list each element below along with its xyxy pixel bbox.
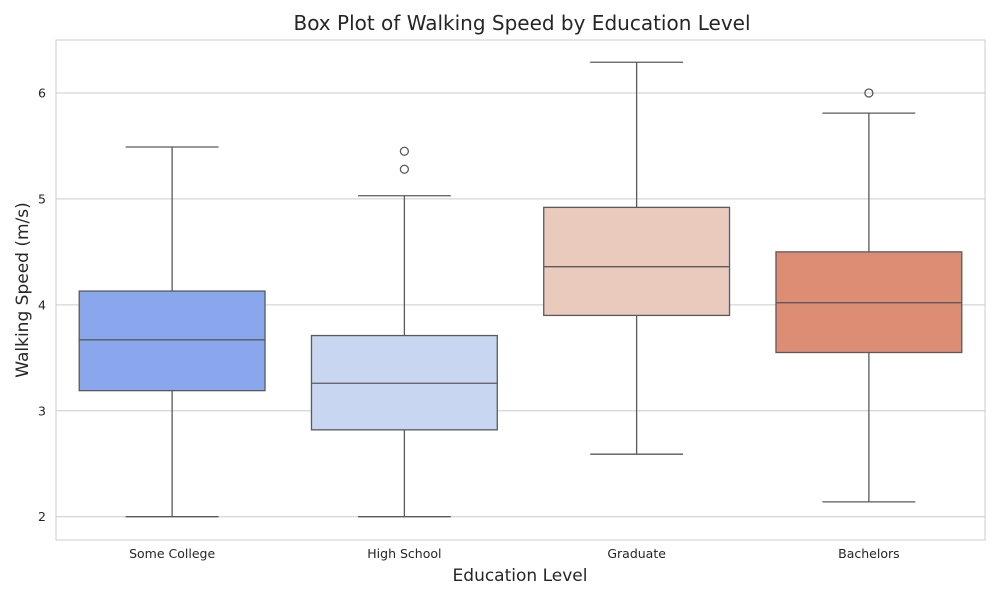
box-group xyxy=(310,146,498,518)
y-tick-label: 4 xyxy=(38,297,46,312)
iqr-box xyxy=(78,290,266,392)
y-tick-label: 2 xyxy=(38,509,46,524)
chart-title: Box Plot of Walking Speed by Education L… xyxy=(293,11,750,35)
y-tick-label: 6 xyxy=(38,85,46,100)
x-tick-label: Bachelors xyxy=(838,546,900,561)
plot-frame xyxy=(55,39,986,541)
y-tick-label: 5 xyxy=(38,191,46,206)
y-tick-labels: 2 3 4 5 6 xyxy=(38,85,46,524)
iqr-box xyxy=(543,206,731,317)
outlier-point xyxy=(864,88,874,98)
box-group xyxy=(543,61,731,455)
y-tick-label: 3 xyxy=(38,403,46,418)
x-axis-label: Education Level xyxy=(453,566,588,586)
x-tick-label: High School xyxy=(367,546,441,561)
x-tick-label: Some College xyxy=(129,546,215,561)
box-group xyxy=(775,88,963,503)
outlier-point xyxy=(399,146,410,156)
outlier-point xyxy=(399,164,410,174)
box-layer xyxy=(78,61,963,518)
y-axis-label: Walking Speed (m/s) xyxy=(13,202,33,378)
x-tick-label: Graduate xyxy=(607,546,666,561)
x-tick-labels: Some College High School Graduate Bachelors xyxy=(129,546,900,561)
box-group xyxy=(78,146,266,518)
